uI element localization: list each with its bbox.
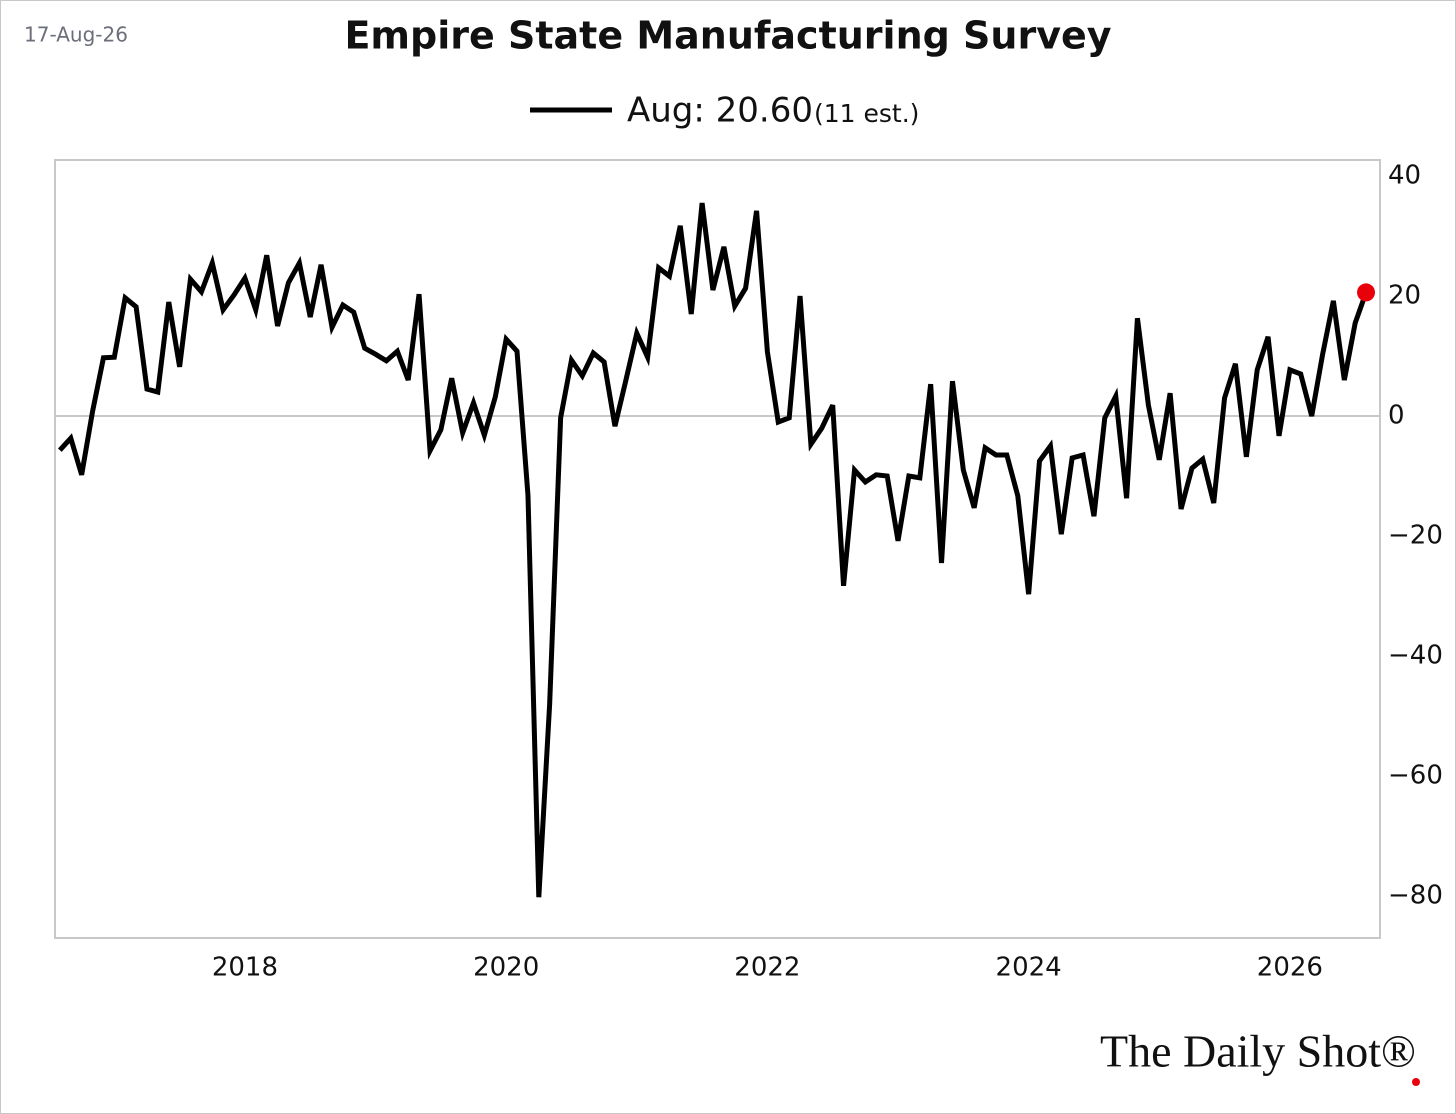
latest-point — [1357, 283, 1376, 302]
legend-note: (11 est.) — [814, 99, 919, 128]
chart-title: Empire State Manufacturing Survey — [344, 14, 1111, 58]
y-tick-label: −80 — [1388, 881, 1443, 911]
y-tick-label: 40 — [1388, 161, 1421, 191]
x-tick-label: 2024 — [996, 953, 1062, 983]
date-label: 17-Aug-26 — [24, 23, 128, 47]
y-tick-label: −60 — [1388, 761, 1443, 791]
plot-frame — [54, 159, 1381, 939]
y-tick-label: −40 — [1388, 641, 1443, 671]
legend-label: Aug: 20.60 — [627, 91, 813, 131]
x-tick-label: 2018 — [212, 953, 278, 983]
y-tick-label: −20 — [1388, 521, 1443, 551]
x-tick-label: 2026 — [1257, 953, 1323, 983]
logo: The Daily Shot® — [1100, 1026, 1416, 1077]
x-tick-label: 2022 — [734, 953, 800, 983]
y-tick-label: 20 — [1388, 281, 1421, 311]
logo-dot — [1412, 1078, 1420, 1086]
series-line — [57, 202, 1369, 898]
y-tick-label: 0 — [1388, 401, 1405, 431]
x-tick-label: 2020 — [473, 953, 539, 983]
